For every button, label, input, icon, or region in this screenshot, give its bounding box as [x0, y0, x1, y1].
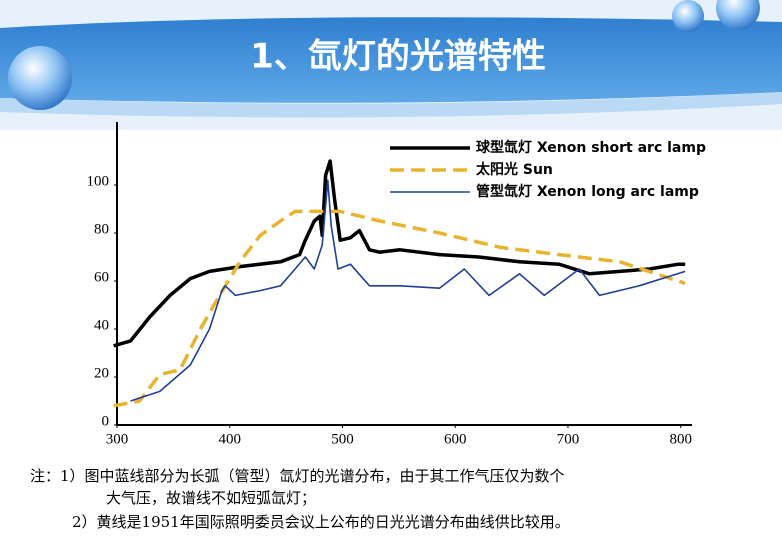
- orb: [8, 46, 72, 110]
- x-tick-label: 800: [669, 431, 692, 447]
- legend-label: 球型氙灯 Xenon short arc lamp: [476, 139, 706, 156]
- series-line: [130, 179, 686, 402]
- y-tick-label: 40: [94, 317, 109, 333]
- note: 注：1）图中蓝线部分为长弧（管型）氙灯的光谱分布，由于其工作气压仅为数个: [30, 467, 565, 485]
- y-tick-label: 100: [87, 173, 110, 189]
- x-tick-label: 300: [106, 431, 129, 447]
- slide-title: 1、氙灯的光谱特性: [250, 37, 546, 77]
- series-line: [113, 159, 686, 348]
- x-tick-label: 500: [331, 431, 354, 447]
- y-tick-label: 80: [94, 221, 109, 237]
- x-tick-label: 600: [444, 431, 467, 447]
- orb: [716, 0, 760, 30]
- legend-label: 管型氙灯 Xenon long arc lamp: [476, 183, 699, 200]
- series-line: [113, 209, 686, 408]
- wave: [0, 92, 782, 118]
- x-tick-label: 700: [557, 431, 580, 447]
- title-band: [0, 17, 782, 103]
- orb: [672, 0, 704, 32]
- x-tick-label: 400: [218, 431, 241, 447]
- y-tick-label: 60: [94, 269, 109, 285]
- plot: 0 20 40 60 80 100 300 400 500 600 700 800: [87, 122, 692, 447]
- legend: 球型氙灯 Xenon short arc lamp 太阳光 Sun 管型氙灯 Xen…: [390, 139, 706, 200]
- y-tick-label: 0: [102, 413, 110, 429]
- legend-label: 太阳光 Sun: [476, 161, 553, 178]
- note: 2）黄线是1951年国际照明委员会议上公布的日光光谱分布曲线供比较用。: [72, 513, 570, 531]
- y-tick-label: 20: [94, 365, 109, 381]
- note: 大气压，故谱线不如短弧氙灯；: [106, 489, 316, 507]
